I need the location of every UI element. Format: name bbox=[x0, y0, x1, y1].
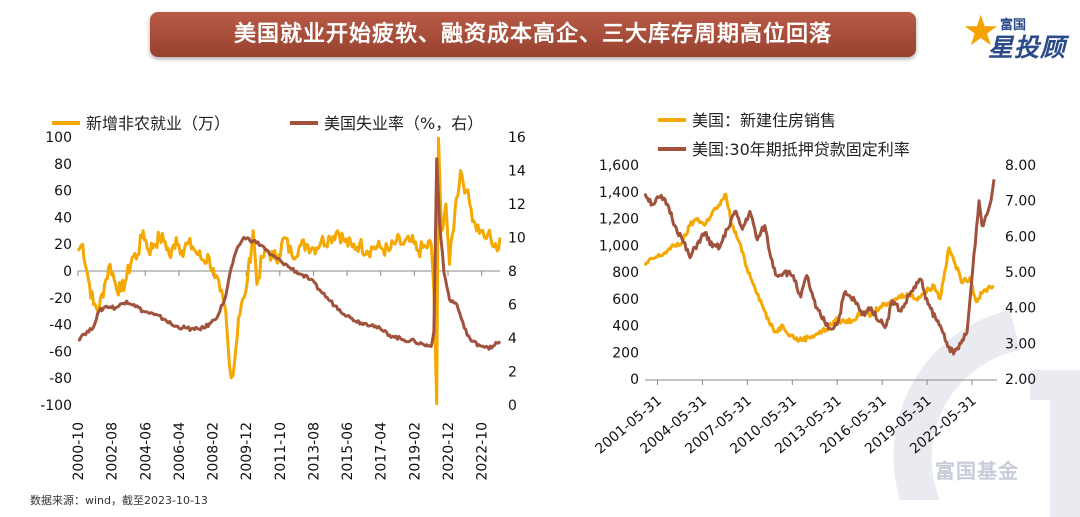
watermark-text: 富国基金 bbox=[935, 459, 1019, 483]
y-left-tick-label: -60 bbox=[49, 344, 72, 360]
y-right-tick-label: 0 bbox=[508, 398, 517, 414]
y-left-tick-label: 1,600 bbox=[599, 158, 639, 174]
y-left-tick-label: 80 bbox=[54, 157, 72, 173]
x-tick-label: 2022-10 bbox=[475, 422, 491, 481]
y-right-tick-label: 14 bbox=[508, 164, 526, 180]
y-left-tick-label: 20 bbox=[54, 237, 72, 253]
x-tick-label: 2002-08 bbox=[105, 422, 121, 481]
y-right-tick-label: 16 bbox=[508, 130, 526, 146]
y-left-tick-label: 1,400 bbox=[599, 185, 639, 201]
y-left-tick-label: 400 bbox=[612, 319, 639, 335]
y-left-tick-label: 100 bbox=[45, 130, 72, 146]
source-note: 数据来源：wind，截至2023-10-13 bbox=[30, 494, 208, 507]
y-left-tick-label: -20 bbox=[49, 291, 72, 307]
y-right-tick-label: 5.00 bbox=[1005, 265, 1036, 281]
y-right-tick-label: 4.00 bbox=[1005, 301, 1036, 317]
y-left-tick-label: 0 bbox=[63, 264, 72, 280]
x-tick-label: 2015-06 bbox=[340, 422, 356, 481]
housing-mortgage-chart: 美国：新建住房销售 美国:30年期抵押贷款固定利率 1,600 1,400 1,20… bbox=[592, 111, 1036, 457]
banner-title: 美国就业开始疲软、融资成本高企、三大库存周期高位回落 bbox=[150, 12, 916, 57]
y-right-tick-label: 8 bbox=[508, 264, 517, 280]
y-right-tick-label: 2.00 bbox=[1005, 372, 1036, 388]
y-right-tick-label: 7.00 bbox=[1005, 194, 1036, 210]
star-icon: ★ bbox=[962, 6, 1000, 55]
brand-logo: ★ 富国 星投顾 bbox=[962, 6, 1077, 63]
y-left-tick-label: 40 bbox=[54, 210, 72, 226]
x-tick-label: 2013-08 bbox=[306, 422, 322, 481]
x-tick-label: 2020-12 bbox=[441, 422, 457, 481]
x-tick-label: 2004-06 bbox=[138, 422, 154, 481]
chart1-axes: 100806040200-20-40-60-80-100161412108642… bbox=[40, 130, 526, 481]
logo-line1: 富国 bbox=[1000, 18, 1027, 33]
y-right-tick-label: 12 bbox=[508, 197, 526, 213]
logo-line2: 星投顾 bbox=[988, 33, 1067, 62]
y-left-tick-label: 0 bbox=[630, 372, 639, 388]
y-right-tick-label: 6 bbox=[508, 298, 517, 314]
chart2-series bbox=[643, 179, 996, 356]
legend-label-mortgage-rate: 美国:30年期抵押贷款固定利率 bbox=[692, 140, 910, 159]
payrolls-unemployment-chart: 新增非农就业（万） 美国失业率（%，右） 100806040200-20-40-… bbox=[40, 114, 526, 481]
series-line-left bbox=[643, 192, 995, 343]
x-tick-label: 2017-04 bbox=[374, 422, 390, 481]
y-right-tick-label: 6.00 bbox=[1005, 229, 1036, 245]
y-left-tick-label: -40 bbox=[49, 318, 72, 334]
legend-label-payrolls: 新增非农就业（万） bbox=[86, 114, 230, 133]
series-line-right bbox=[643, 179, 996, 356]
legend-label-unemployment: 美国失业率（%，右） bbox=[324, 114, 483, 133]
series-line-left bbox=[76, 136, 502, 406]
legend: 美国：新建住房销售 美国:30年期抵押贷款固定利率 bbox=[658, 111, 910, 159]
watermark-logo bbox=[893, 310, 1080, 517]
y-left-tick-label: 1,000 bbox=[599, 238, 639, 254]
x-tick-label: 2019-02 bbox=[407, 422, 423, 481]
chart1-series bbox=[76, 136, 502, 406]
y-left-tick-label: 600 bbox=[612, 292, 639, 308]
y-left-tick-label: 200 bbox=[612, 345, 639, 361]
x-tick-label: 2011-10 bbox=[273, 422, 289, 481]
legend: 新增非农就业（万） 美国失业率（%，右） bbox=[52, 114, 483, 133]
y-right-tick-label: 10 bbox=[508, 231, 526, 247]
x-tick-label: 2008-02 bbox=[206, 422, 222, 481]
y-left-tick-label: 60 bbox=[54, 184, 72, 200]
legend-label-new-home-sales: 美国：新建住房销售 bbox=[692, 111, 836, 130]
y-left-tick-label: -100 bbox=[40, 398, 72, 414]
y-left-tick-label: 1,200 bbox=[599, 212, 639, 228]
y-right-tick-label: 2 bbox=[508, 365, 517, 381]
x-tick-label: 2006-04 bbox=[172, 422, 188, 481]
series-line-right bbox=[77, 157, 502, 351]
y-right-tick-label: 4 bbox=[508, 331, 517, 347]
y-right-tick-label: 8.00 bbox=[1005, 158, 1036, 174]
y-left-tick-label: 800 bbox=[612, 265, 639, 281]
x-tick-label: 2000-10 bbox=[71, 422, 87, 481]
x-tick-label: 2009-12 bbox=[239, 422, 255, 481]
y-right-tick-label: 3.00 bbox=[1005, 336, 1036, 352]
y-left-tick-label: -80 bbox=[49, 371, 72, 387]
